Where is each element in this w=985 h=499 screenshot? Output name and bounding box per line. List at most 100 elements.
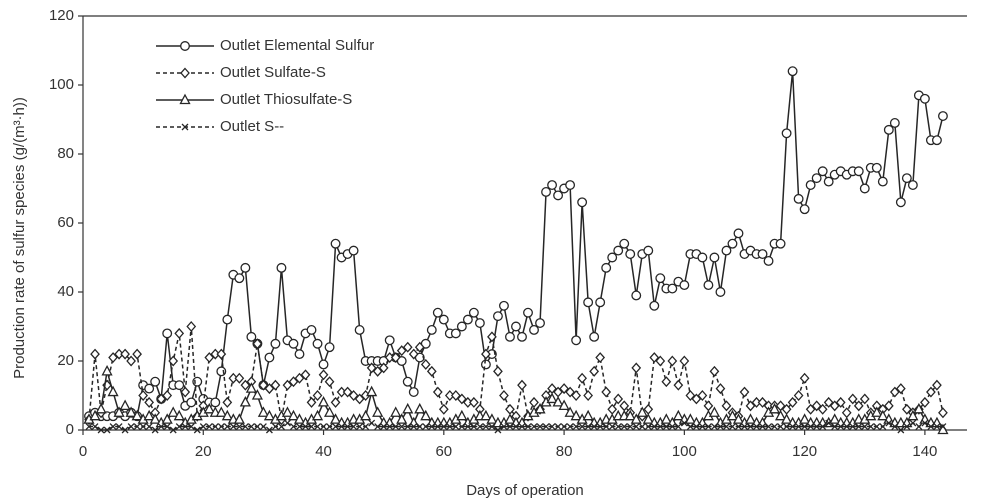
point [679, 355, 690, 367]
point [470, 423, 478, 431]
point [139, 423, 147, 431]
point [458, 423, 466, 431]
point [722, 423, 730, 431]
point [547, 180, 558, 191]
point [329, 413, 342, 424]
point [518, 423, 526, 431]
point [434, 423, 442, 431]
point [619, 238, 630, 249]
point [138, 390, 149, 401]
point [354, 393, 365, 405]
point [716, 423, 724, 431]
point [167, 406, 179, 417]
point [192, 376, 203, 387]
point [300, 369, 311, 381]
point [404, 423, 412, 431]
point [245, 382, 257, 393]
x-tick-label: 60 [435, 443, 452, 460]
point [691, 393, 702, 405]
point [246, 331, 257, 342]
point [534, 402, 546, 414]
point [939, 423, 947, 431]
point [823, 396, 834, 408]
y-tick-label: 60 [57, 214, 74, 231]
point [889, 117, 900, 128]
point [871, 406, 883, 417]
point [602, 423, 610, 431]
point [732, 413, 745, 424]
point [759, 423, 766, 431]
point [877, 409, 889, 421]
point [211, 423, 219, 431]
point [656, 423, 664, 431]
point [667, 283, 678, 294]
point [642, 413, 654, 424]
point [186, 321, 197, 332]
point [565, 386, 575, 398]
point [326, 423, 334, 431]
point [607, 252, 618, 263]
point [692, 423, 700, 431]
point [595, 297, 606, 308]
y-tick-label: 120 [49, 7, 74, 24]
point [311, 409, 324, 421]
point [312, 338, 323, 349]
point [366, 362, 377, 374]
point [456, 321, 467, 332]
point [506, 423, 514, 431]
point [187, 423, 195, 431]
point [263, 409, 276, 421]
point [264, 383, 275, 395]
point [721, 400, 732, 412]
point [542, 423, 550, 431]
point [601, 386, 612, 398]
point [577, 372, 587, 384]
point [933, 423, 941, 431]
point [554, 423, 562, 431]
point [583, 390, 594, 401]
point [703, 400, 714, 412]
point [446, 423, 454, 431]
point [450, 390, 461, 401]
point [895, 383, 906, 395]
point [763, 256, 774, 266]
point [162, 390, 173, 401]
point [306, 396, 317, 408]
point [698, 423, 706, 431]
point [119, 399, 131, 410]
point [408, 348, 419, 360]
point [281, 406, 294, 417]
point [729, 423, 736, 431]
point [264, 352, 275, 363]
point [276, 262, 287, 273]
series-line [88, 71, 944, 418]
point [614, 423, 622, 431]
point [456, 393, 467, 405]
point [125, 406, 137, 417]
point [649, 300, 660, 311]
point [438, 314, 449, 325]
point [488, 423, 496, 431]
point [332, 423, 340, 431]
point [113, 406, 125, 417]
point [564, 406, 576, 417]
point [314, 423, 321, 431]
point [323, 406, 336, 417]
point [817, 166, 828, 177]
point [793, 193, 804, 204]
point [151, 426, 159, 434]
legend-marker [181, 123, 189, 131]
point [733, 228, 744, 239]
y-tick-label: 80 [57, 145, 74, 162]
point [589, 331, 600, 342]
point [204, 352, 215, 364]
point [174, 380, 185, 391]
point [392, 423, 400, 431]
point [282, 379, 293, 391]
point [909, 419, 917, 427]
point [765, 423, 773, 431]
point [632, 423, 640, 431]
point [270, 338, 281, 349]
point [144, 383, 155, 394]
